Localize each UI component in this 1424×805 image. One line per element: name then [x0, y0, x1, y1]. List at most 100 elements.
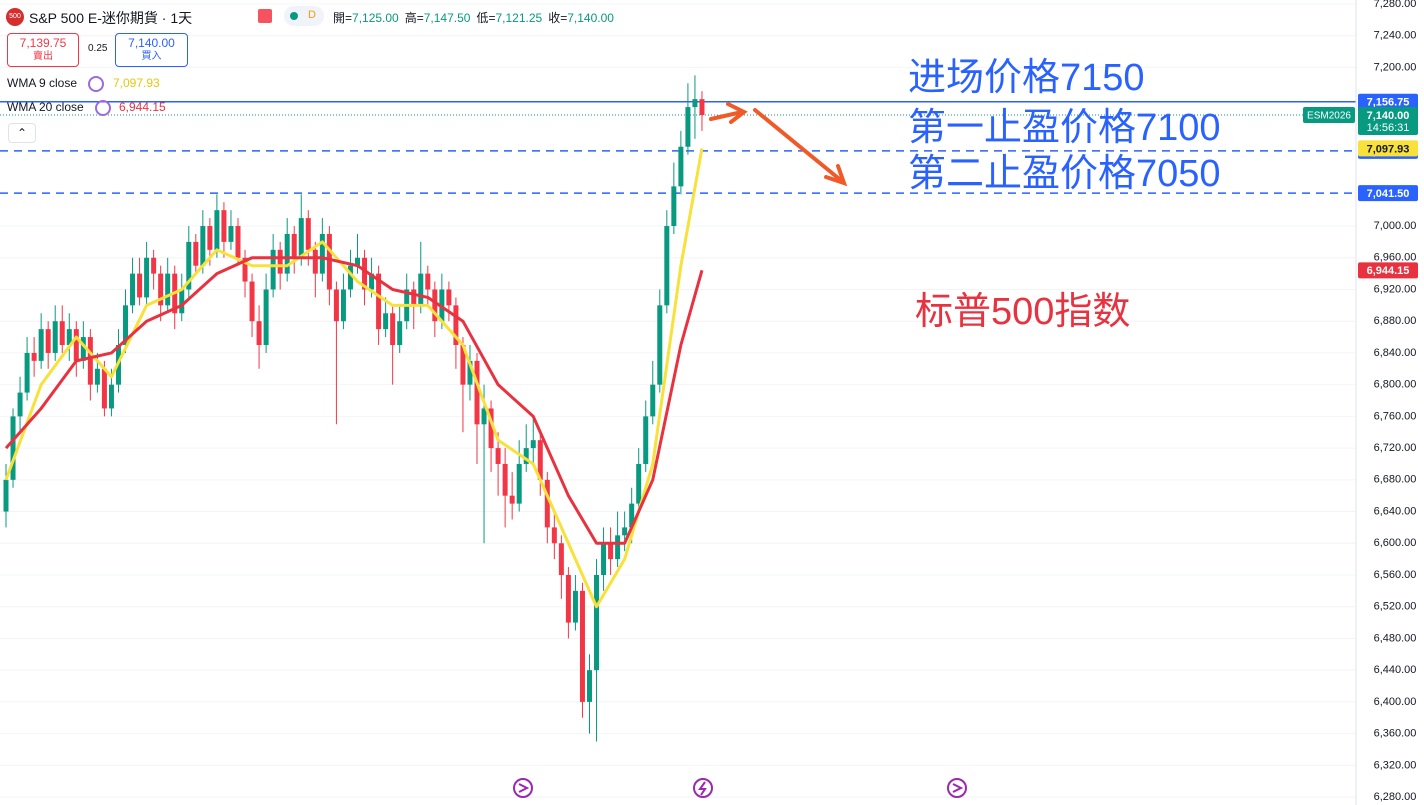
- candle-body: [10, 416, 16, 480]
- candle-body: [3, 479, 9, 512]
- price-tag: [1358, 93, 1418, 110]
- candle-body: [411, 289, 417, 306]
- candle-body: [657, 305, 663, 385]
- candle-body: [671, 186, 677, 227]
- y-tick-label: 6,760.00: [1374, 410, 1417, 422]
- candle-body: [355, 257, 360, 266]
- ohlc-value: 7,125.00: [352, 11, 399, 25]
- collapse-button[interactable]: ⌃: [8, 123, 36, 143]
- ohlc-value: 7,140.00: [567, 11, 614, 25]
- sell-button[interactable]: 7,139.75 賣出: [7, 33, 79, 67]
- ohlc-value: 7,121.25: [495, 11, 543, 25]
- candle-body: [636, 463, 642, 504]
- candle-body: [214, 210, 220, 250]
- candle-body: [333, 289, 339, 322]
- candle-body: [263, 289, 269, 345]
- candle-body: [59, 321, 65, 345]
- candle-body: [579, 590, 585, 702]
- candle-body: [664, 226, 670, 306]
- candle-body: [186, 241, 192, 290]
- candle-body: [551, 527, 557, 544]
- interval-badge: D: [308, 9, 316, 21]
- event-icons[interactable]: [513, 778, 967, 798]
- candle-body: [108, 384, 114, 409]
- candle-body: [137, 273, 143, 298]
- y-tick-label: 6,680.00: [1374, 474, 1417, 486]
- candle-body: [73, 329, 79, 361]
- y-tick-label: 6,600.00: [1374, 537, 1417, 549]
- candle-body: [207, 226, 213, 250]
- candle-body: [460, 345, 466, 385]
- candle-body: [699, 99, 705, 115]
- candle-body: [467, 360, 473, 385]
- candle-body: [594, 575, 600, 671]
- candle-body: [650, 384, 656, 417]
- y-tick-label: 6,640.00: [1374, 505, 1417, 517]
- candle-body: [87, 337, 93, 385]
- y-tick-label: 6,280.00: [1374, 791, 1417, 803]
- buy-button[interactable]: 7,140.00 買入: [115, 33, 188, 67]
- candle-body: [101, 368, 107, 409]
- candle-body: [45, 329, 51, 353]
- candle-body: [305, 218, 311, 250]
- candle-body: [256, 321, 262, 345]
- y-tick-label: 6,840.00: [1374, 347, 1417, 359]
- candle-body: [397, 321, 403, 345]
- candle-body: [622, 527, 628, 536]
- series-tag: [1358, 140, 1418, 157]
- candle-body: [24, 352, 30, 393]
- candle-body: [38, 329, 44, 361]
- y-tick-label: 6,800.00: [1374, 379, 1417, 391]
- y-tick-label: 6,400.00: [1374, 696, 1417, 708]
- symbol-tag: [1303, 107, 1355, 123]
- y-tick-label: 6,720.00: [1374, 442, 1417, 454]
- candle-body: [516, 463, 522, 504]
- legend-icon: [88, 76, 104, 92]
- candle-body: [488, 408, 494, 449]
- candle-body: [130, 273, 136, 306]
- candle-body: [601, 543, 607, 575]
- candle-body: [418, 273, 424, 306]
- y-tick-label: 6,440.00: [1374, 664, 1417, 676]
- legend-name: WMA 9 close: [7, 76, 78, 90]
- annotation: 标普500指数: [915, 291, 1131, 333]
- symbol-title[interactable]: S&P 500 E-迷你期貨 · 1天: [29, 10, 193, 26]
- candle-body: [66, 329, 72, 345]
- candle-body: [193, 241, 199, 266]
- candle-body: [165, 273, 171, 306]
- candle-body: [298, 218, 304, 258]
- series-tag-label: 7,097.93: [1367, 143, 1410, 155]
- buy-price: 7,140.00: [128, 36, 175, 50]
- arrows: [709, 102, 848, 187]
- candle-body: [685, 107, 691, 147]
- candle-body: [17, 392, 23, 417]
- candle-body: [474, 360, 480, 425]
- flag[interactable]: [258, 9, 272, 23]
- last-price-tag: [1358, 107, 1418, 135]
- spread: 0.25: [88, 43, 108, 54]
- candle-body: [369, 273, 375, 290]
- candle-body: [544, 479, 550, 528]
- y-tick-label: 6,480.00: [1374, 632, 1417, 644]
- last-price-label: 7,140.00: [1367, 110, 1410, 122]
- candle-body: [291, 233, 297, 258]
- candle-body: [565, 575, 571, 623]
- candle-body: [228, 226, 234, 242]
- symbol-label: ESM2026: [1307, 111, 1351, 122]
- candle-body: [446, 289, 452, 306]
- y-tick-label: 6,360.00: [1374, 728, 1417, 740]
- series-tag: [1358, 262, 1418, 279]
- candle-body: [629, 503, 635, 528]
- ohlc: 開=7,125.00 高=7,147.50 低=7,121.25 收=7,140.00: [333, 9, 620, 26]
- annotation: 第一止盈价格7100: [908, 107, 1221, 149]
- candle-body: [179, 289, 185, 314]
- candle-body: [144, 257, 150, 298]
- sell-price: 7,139.75: [19, 36, 67, 50]
- y-tick-label: 6,920.00: [1374, 283, 1417, 295]
- candle-body: [502, 463, 508, 496]
- candle-body: [249, 281, 255, 322]
- candle-body: [615, 535, 621, 560]
- candle-body: [608, 543, 614, 560]
- candle-body: [537, 440, 543, 480]
